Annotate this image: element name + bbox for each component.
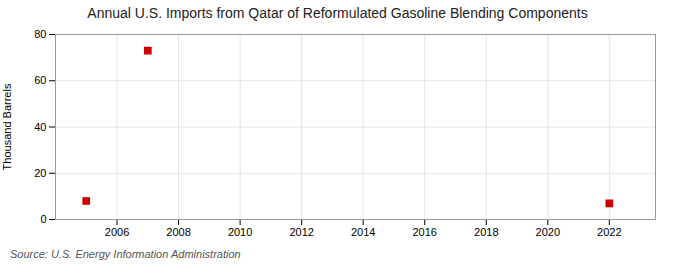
svg-text:20: 20	[34, 167, 46, 179]
svg-text:2022: 2022	[597, 226, 621, 238]
svg-text:60: 60	[34, 74, 46, 86]
svg-text:2010: 2010	[228, 226, 252, 238]
svg-text:0: 0	[40, 213, 46, 225]
svg-text:80: 80	[34, 28, 46, 40]
svg-text:2012: 2012	[289, 226, 313, 238]
svg-text:2014: 2014	[351, 226, 375, 238]
svg-text:2016: 2016	[412, 226, 436, 238]
html-text:Annual U.S. Imports from Qatar: Annual U.S. Imports from Qatar of Reform…	[87, 5, 588, 21]
html-text:Source: U.S. Energy Informatio: Source: U.S. Energy Information Administ…	[10, 248, 241, 260]
svg-text:2006: 2006	[105, 226, 129, 238]
svg-text:40: 40	[34, 121, 46, 133]
svg-text:2020: 2020	[536, 226, 560, 238]
svg-text:2008: 2008	[166, 226, 190, 238]
svg-text:Thousand Barrels: Thousand Barrels	[1, 83, 13, 170]
svg-text:2018: 2018	[474, 226, 498, 238]
